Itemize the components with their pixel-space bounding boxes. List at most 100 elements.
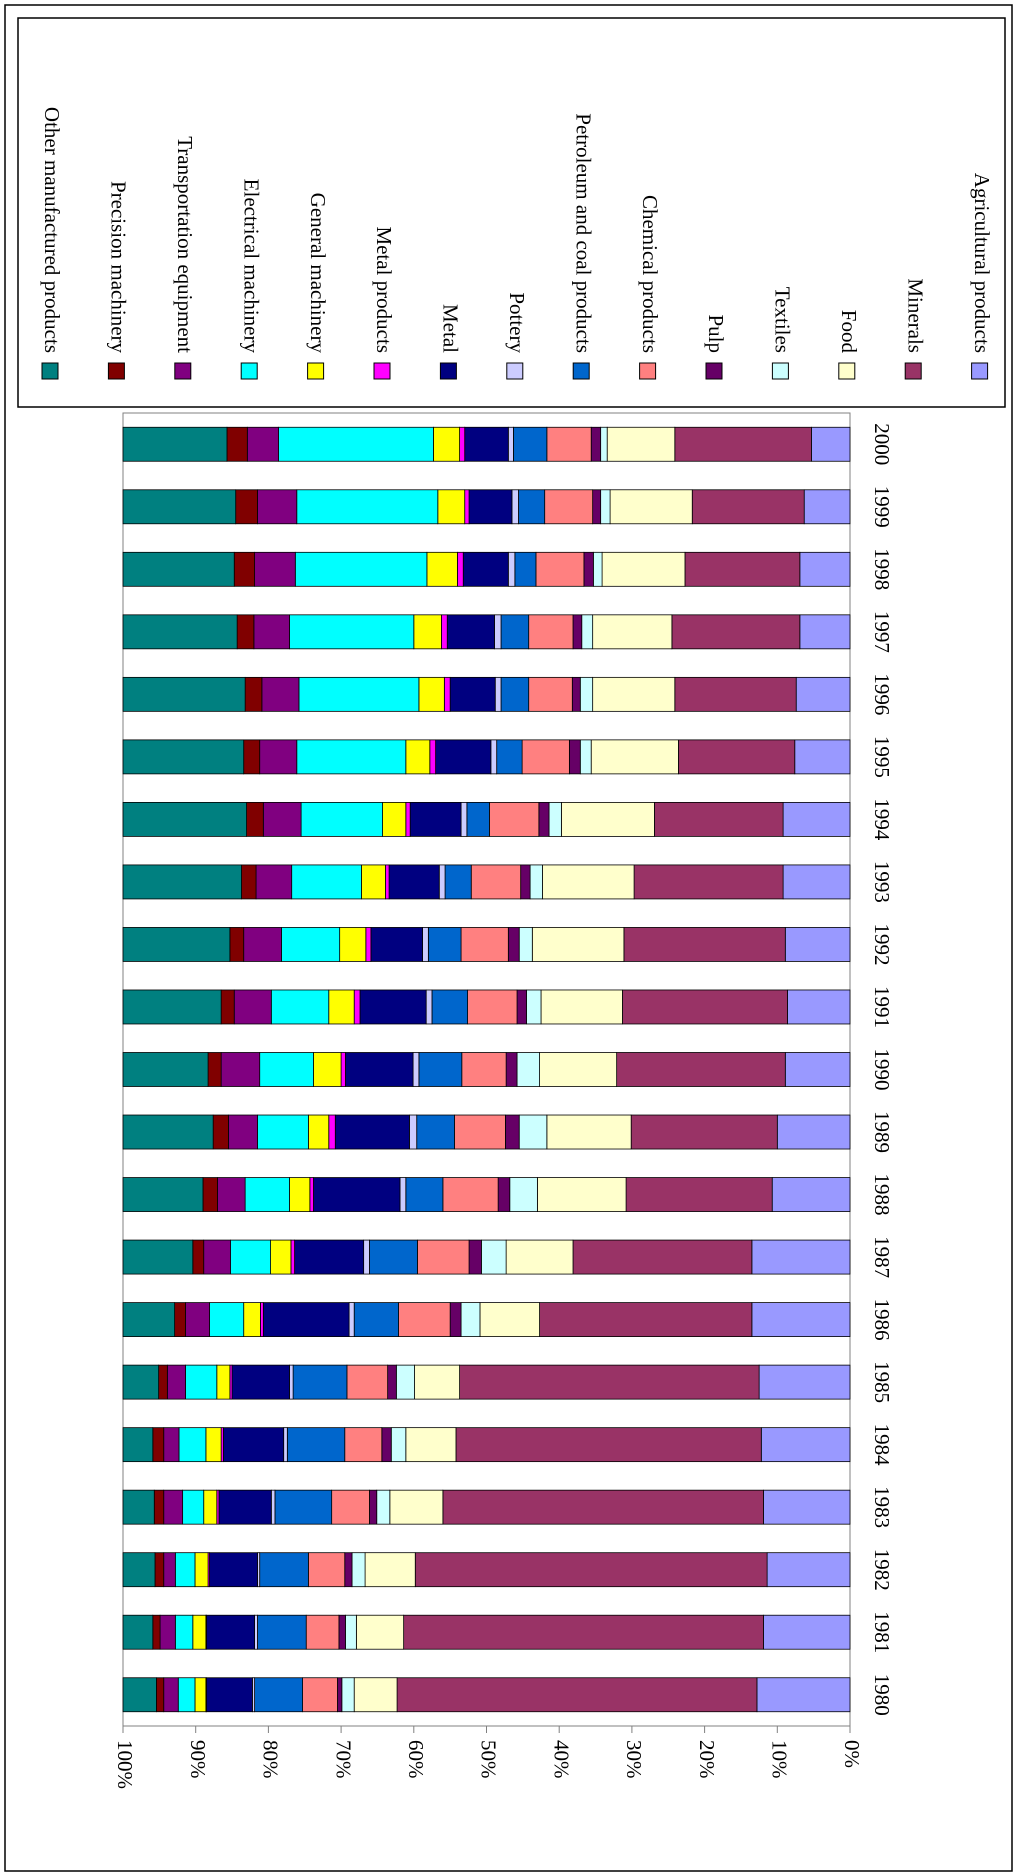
x-tick-label: 1994 (870, 798, 894, 841)
bar-segment (414, 1364, 461, 1400)
bar-segment (758, 1364, 851, 1400)
y-tick-label: 20% (695, 1740, 719, 1779)
bar-segment (457, 551, 464, 587)
bar-segment (174, 1302, 186, 1337)
legend-swatch (838, 362, 856, 380)
bar-segment (803, 489, 851, 525)
bar-segment (257, 1614, 307, 1650)
legend-swatch (41, 362, 59, 380)
bar-segment (217, 1177, 246, 1212)
bar-segment (674, 676, 797, 712)
bar-segment (364, 1552, 416, 1588)
bar-segment (531, 927, 625, 962)
bar-segment (278, 426, 434, 462)
bar-segment (218, 1489, 272, 1525)
bar-segment (153, 1489, 165, 1525)
bar-segment (159, 1614, 176, 1650)
bar-segment (539, 1302, 753, 1337)
bar-segment (207, 1052, 222, 1087)
legend-box (17, 17, 1006, 408)
bar-segment (351, 1552, 366, 1588)
bar-segment (535, 551, 585, 587)
bar-segment (182, 1489, 205, 1525)
bar-segment (289, 1364, 294, 1400)
legend-label: Precision machinery (107, 181, 131, 354)
bar-segment (622, 989, 788, 1025)
bar-segment (122, 864, 242, 900)
bar-segment (246, 802, 264, 837)
bar-segment (226, 426, 248, 462)
bar-segment (490, 739, 498, 775)
bar-segment (512, 426, 548, 462)
bar-segment (521, 739, 570, 775)
y-tick-label: 10% (767, 1740, 791, 1779)
y-tick-label: 100% (113, 1740, 137, 1789)
bar-segment (363, 1239, 370, 1275)
bar-segment (163, 1489, 184, 1525)
bar-segment (359, 989, 427, 1025)
bar-segment (572, 1239, 753, 1275)
bar-segment (387, 1364, 397, 1400)
bar-segment (244, 1177, 290, 1212)
bar-segment (340, 1052, 346, 1087)
bar-segment (255, 864, 293, 900)
bar-segment (784, 927, 851, 962)
bar-segment (185, 1302, 210, 1337)
legend-label: Transportation equipment (173, 136, 197, 353)
bar-segment (194, 1677, 207, 1713)
bar-segment (496, 739, 523, 775)
bar-segment (625, 1177, 773, 1212)
bar-segment (766, 1552, 851, 1588)
bar-segment (414, 1552, 768, 1588)
bar-segment (122, 489, 237, 525)
bar-segment (464, 489, 470, 525)
legend-label: Minerals (903, 278, 927, 353)
bar-segment (192, 1239, 205, 1275)
bar-segment (441, 614, 448, 650)
y-tick-label: 60% (404, 1740, 428, 1779)
x-tick-label: 1985 (870, 1361, 894, 1403)
bar-segment (455, 1427, 762, 1463)
bar-segment (787, 989, 851, 1025)
x-tick-label: 1992 (870, 923, 894, 965)
bar-segment (443, 676, 451, 712)
legend-swatch (373, 362, 391, 380)
bar-segment (233, 551, 255, 587)
bar-segment (163, 1677, 179, 1713)
bar-segment (540, 989, 623, 1025)
bar-segment (409, 802, 462, 837)
bar-segment (163, 1552, 176, 1588)
chart-border (4, 4, 1013, 1872)
bar-segment (331, 1489, 370, 1525)
x-tick-label: 2000 (870, 423, 894, 465)
bar-segment (579, 676, 594, 712)
bar-segment (174, 1552, 196, 1588)
bar-segment (203, 1239, 231, 1275)
bar-segment (776, 1114, 851, 1150)
bar-segment (257, 489, 298, 525)
legend-label: Metal (439, 304, 463, 353)
bar-segment (592, 551, 603, 587)
legend-swatch (240, 362, 258, 380)
legend-label: Chemical products (638, 195, 662, 353)
bar-segment (152, 1614, 161, 1650)
bar-segment (209, 1302, 245, 1337)
bar-segment (166, 1364, 186, 1400)
bar-segment (542, 864, 635, 900)
y-tick-label: 30% (622, 1740, 646, 1779)
bar-segment (270, 1489, 276, 1525)
legend-label: General machinery (306, 193, 330, 354)
bar-segment (518, 489, 546, 525)
x-tick-label: 1987 (870, 1236, 894, 1278)
bar-segment (795, 676, 851, 712)
y-tick-label: 50% (477, 1740, 501, 1779)
bar-segment (416, 1114, 455, 1150)
bar-segment (459, 426, 466, 462)
legend-label: Petroleum and coal products (571, 113, 595, 353)
bar-segment (568, 739, 581, 775)
bar-segment (365, 927, 372, 962)
bar-segment (254, 551, 296, 587)
bar-segment (298, 676, 420, 712)
bar-segment (229, 927, 245, 962)
bar-segment (203, 1489, 218, 1525)
